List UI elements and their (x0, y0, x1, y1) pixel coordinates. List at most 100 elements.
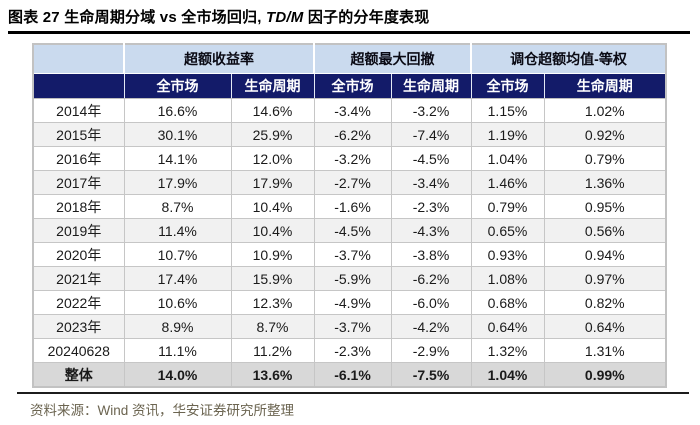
value-cell: -7.4% (390, 122, 472, 147)
value-cell: -4.5% (390, 146, 472, 171)
value-cell: -1.6% (313, 194, 392, 219)
value-cell: -4.3% (390, 218, 472, 243)
value-cell: -6.0% (390, 290, 472, 315)
source-text: Wind 资讯，华安证券研究所整理 (97, 403, 295, 418)
value-cell: 14.1% (123, 146, 232, 171)
year-cell: 2020年 (32, 242, 125, 267)
value-cell: 0.56% (543, 218, 667, 243)
value-cell: 25.9% (230, 122, 315, 147)
figure-title-suffix: 因子的分年度表现 (303, 9, 430, 26)
year-cell: 2023年 (32, 314, 125, 339)
value-cell: 0.64% (543, 314, 667, 339)
table-row: 2019年 11.4% 10.4% -4.5% -4.3% 0.65% 0.56% (32, 218, 667, 243)
value-cell: 8.9% (123, 314, 232, 339)
value-cell: 1.08% (470, 266, 545, 291)
year-cell: 2016年 (32, 146, 125, 171)
value-cell: -5.9% (313, 266, 392, 291)
table-row: 2018年 8.7% 10.4% -1.6% -2.3% 0.79% 0.95% (32, 194, 667, 219)
value-cell: 30.1% (123, 122, 232, 147)
value-cell: 0.68% (470, 290, 545, 315)
year-cell: 20240628 (32, 338, 125, 363)
figure-title-prefix: 图表 27 生命周期分域 vs 全市场回归, (8, 9, 266, 26)
value-cell: 1.19% (470, 122, 545, 147)
value-cell: 16.6% (123, 98, 232, 123)
value-cell: 0.64% (470, 314, 545, 339)
value-cell: 0.79% (470, 194, 545, 219)
year-cell: 2015年 (32, 122, 125, 147)
value-cell: -6.1% (313, 362, 392, 388)
table-row: 2017年 17.9% 17.9% -2.7% -3.4% 1.46% 1.36% (32, 170, 667, 195)
value-cell: 10.9% (230, 242, 315, 267)
year-cell: 2021年 (32, 266, 125, 291)
value-cell: -2.3% (313, 338, 392, 363)
value-cell: 0.82% (543, 290, 667, 315)
column-group-header: 超额最大回撤 (313, 44, 472, 74)
year-cell: 整体 (32, 362, 125, 388)
value-cell: -7.5% (390, 362, 472, 388)
subcolumn-header: 全市场 (313, 73, 392, 99)
year-cell: 2018年 (32, 194, 125, 219)
value-cell: 1.04% (470, 146, 545, 171)
table-row: 2023年 8.9% 8.7% -3.7% -4.2% 0.64% 0.64% (32, 314, 667, 339)
value-cell: -3.2% (313, 146, 392, 171)
table-row: 2014年 16.6% 14.6% -3.4% -3.2% 1.15% 1.02% (32, 98, 667, 123)
subcolumn-header: 生命周期 (543, 73, 667, 99)
factor-performance-table: 超额收益率 超额最大回撤 调仓超额均值-等权 全市场 生命周期 全市场 生命周期 全市场 生命… (32, 43, 668, 388)
value-cell: 0.92% (543, 122, 667, 147)
column-group-header-row: 超额收益率 超额最大回撤 调仓超额均值-等权 (33, 44, 667, 74)
value-cell: 1.36% (543, 170, 667, 195)
figure-title: 图表 27 生命周期分域 vs 全市场回归, TD/M 因子的分年度表现 (8, 6, 692, 27)
subcolumn-header: 生命周期 (230, 73, 315, 99)
year-cell: 2014年 (32, 98, 125, 123)
value-cell: 10.4% (230, 194, 315, 219)
year-cell: 2022年 (32, 290, 125, 315)
subcolumn-header: 全市场 (123, 73, 232, 99)
value-cell: 1.46% (470, 170, 545, 195)
value-cell: 8.7% (230, 314, 315, 339)
title-divider (8, 31, 690, 34)
value-cell: 0.93% (470, 242, 545, 267)
value-cell: 11.2% (230, 338, 315, 363)
value-cell: 0.97% (543, 266, 667, 291)
value-cell: 11.1% (123, 338, 232, 363)
source-note: 资料来源：Wind 资讯，华安证券研究所整理 (30, 399, 294, 419)
source-label: 资料来源： (30, 403, 98, 418)
value-cell: 0.79% (543, 146, 667, 171)
value-cell: 12.3% (230, 290, 315, 315)
value-cell: 17.9% (123, 170, 232, 195)
subcolumn-header-row: 全市场 生命周期 全市场 生命周期 全市场 生命周期 (33, 73, 667, 99)
value-cell: 0.65% (470, 218, 545, 243)
value-cell: 0.99% (543, 362, 667, 388)
total-row: 整体 14.0% 13.6% -6.1% -7.5% 1.04% 0.99% (32, 362, 667, 388)
table-row: 2015年 30.1% 25.9% -6.2% -7.4% 1.19% 0.92% (32, 122, 667, 147)
value-cell: -6.2% (390, 266, 472, 291)
value-cell: -2.9% (390, 338, 472, 363)
value-cell: 17.4% (123, 266, 232, 291)
table-row: 2020年 10.7% 10.9% -3.7% -3.8% 0.93% 0.94% (32, 242, 667, 267)
value-cell: 12.0% (230, 146, 315, 171)
value-cell: 1.04% (470, 362, 545, 388)
value-cell: 10.4% (230, 218, 315, 243)
figure-title-factor: TD/M (265, 9, 304, 26)
value-cell: 1.02% (543, 98, 667, 123)
column-group-header: 超额收益率 (123, 44, 315, 74)
value-cell: -3.4% (313, 98, 392, 123)
value-cell: 11.4% (123, 218, 232, 243)
value-cell: 14.6% (230, 98, 315, 123)
value-cell: -6.2% (313, 122, 392, 147)
table-row: 2022年 10.6% 12.3% -4.9% -6.0% 0.68% 0.82% (32, 290, 667, 315)
year-cell: 2019年 (32, 218, 125, 243)
year-column-header-spacer (33, 73, 125, 99)
table-row: 2016年 14.1% 12.0% -3.2% -4.5% 1.04% 0.79% (32, 146, 667, 171)
value-cell: 1.32% (470, 338, 545, 363)
value-cell: 1.15% (470, 98, 545, 123)
value-cell: 8.7% (123, 194, 232, 219)
table-row: 20240628 11.1% 11.2% -2.3% -2.9% 1.32% 1.31% (32, 338, 667, 363)
value-cell: -4.5% (313, 218, 392, 243)
value-cell: 0.94% (543, 242, 667, 267)
value-cell: 15.9% (230, 266, 315, 291)
subcolumn-header: 全市场 (470, 73, 545, 99)
value-cell: 10.7% (123, 242, 232, 267)
value-cell: -2.3% (390, 194, 472, 219)
